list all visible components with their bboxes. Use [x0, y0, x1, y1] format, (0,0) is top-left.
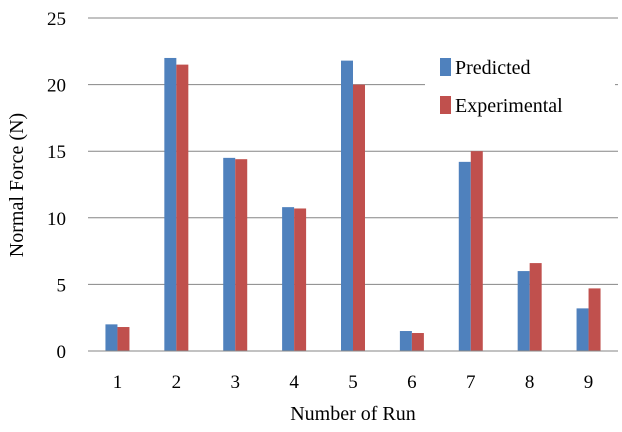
bars [105, 57, 601, 352]
legend: Predicted Experimental [425, 50, 615, 125]
bar-experimental-run-4 [294, 208, 307, 351]
y-tick-label: 0 [57, 342, 67, 363]
x-tick-label: 2 [172, 372, 182, 393]
bar-experimental-run-8 [529, 263, 542, 351]
legend-swatch-predicted [440, 58, 451, 76]
bar-predicted-run-8 [517, 271, 530, 351]
bar-predicted-run-4 [282, 207, 295, 351]
bar-experimental-run-9 [588, 288, 601, 351]
x-axis-title: Number of Run [290, 403, 416, 425]
y-tick-label: 15 [47, 142, 66, 163]
x-tick-label: 9 [584, 372, 594, 393]
y-tick-label: 25 [47, 9, 66, 30]
legend-item-predicted: Predicted [440, 57, 531, 79]
x-tick-label: 8 [525, 372, 535, 393]
x-tick-labels: 1 2 3 4 5 6 7 8 9 [113, 372, 594, 393]
bar-predicted-run-3 [223, 157, 236, 351]
x-tick-label: 7 [466, 372, 476, 393]
bar-experimental-run-6 [411, 333, 424, 351]
legend-label-experimental: Experimental [455, 95, 563, 117]
y-tick-label: 20 [47, 76, 66, 97]
bar-predicted-run-2 [164, 57, 177, 352]
x-tick-label: 1 [113, 372, 123, 393]
bar-experimental-run-7 [470, 151, 483, 351]
bar-predicted-run-1 [105, 324, 118, 351]
legend-swatch-experimental [440, 96, 451, 114]
x-tick-label: 4 [289, 372, 299, 393]
bar-predicted-run-5 [341, 60, 353, 352]
bar-predicted-run-6 [399, 331, 412, 351]
x-tick-label: 3 [230, 372, 240, 393]
bar-experimental-run-2 [176, 64, 189, 352]
legend-item-experimental: Experimental [440, 95, 563, 117]
y-tick-label: 10 [47, 209, 66, 230]
legend-label-predicted: Predicted [455, 57, 531, 79]
bar-experimental-run-5 [353, 84, 365, 351]
y-tick-label: 5 [57, 275, 67, 296]
bar-experimental-run-1 [117, 327, 130, 351]
y-axis-title: Normal Force (N) [6, 113, 28, 257]
x-tick-label: 5 [348, 372, 358, 393]
legend-background [425, 50, 615, 125]
bar-experimental-run-3 [235, 159, 248, 351]
bar-predicted-run-9 [576, 308, 589, 351]
bar-predicted-run-7 [458, 161, 471, 351]
x-tick-label: 6 [407, 372, 417, 393]
y-tick-labels: 0 5 10 15 20 25 [47, 9, 66, 363]
